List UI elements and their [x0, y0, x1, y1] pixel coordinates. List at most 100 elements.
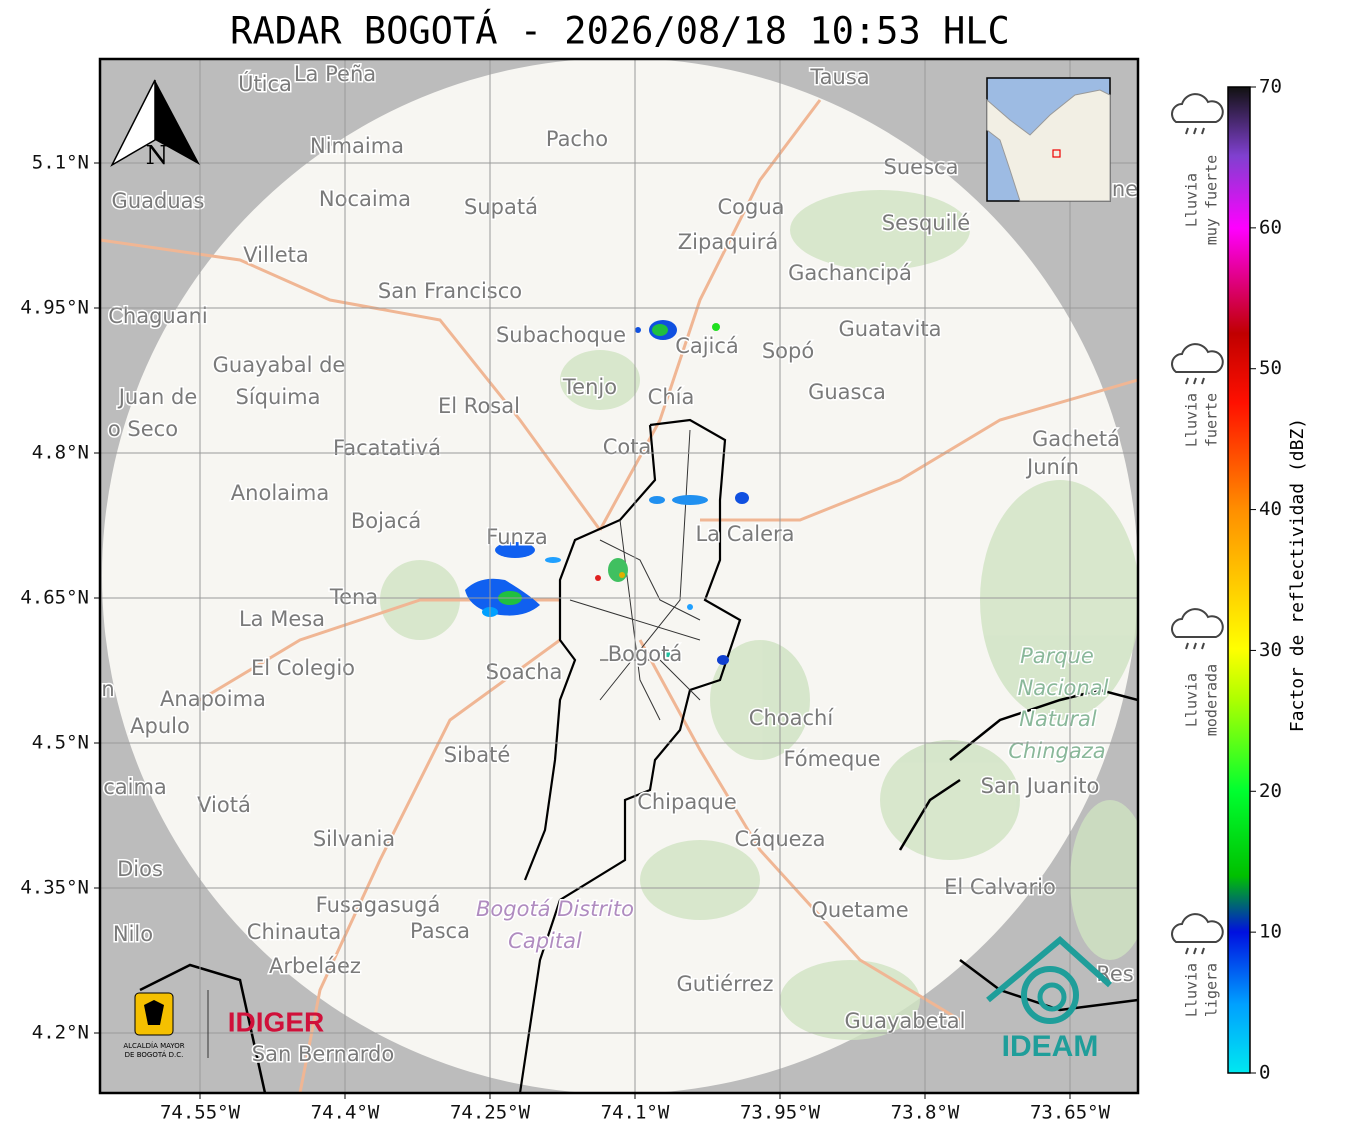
place-label: Funza [486, 525, 547, 549]
place-label: Viotá [197, 793, 251, 817]
logo-text: DE BOGOTÁ D.C. [125, 1050, 184, 1059]
place-label: Pacho [546, 127, 608, 151]
place-label: Cota [603, 435, 652, 459]
place-label: o Seco [108, 417, 178, 441]
place-label: Capital [508, 929, 582, 953]
y-tick-label: 4.95°N [20, 297, 89, 319]
place-label: San Bernardo [252, 1042, 394, 1066]
weather-icon [1171, 913, 1224, 943]
place-label: Útica [238, 71, 292, 96]
radar-echoes [465, 320, 749, 665]
place-label: Cogua [717, 195, 784, 219]
place-label: Guatavita [839, 317, 942, 341]
colorbar-tick-label: 70 [1259, 76, 1282, 98]
place-label: Fómeque [783, 747, 880, 771]
place-label: Anolaima [231, 481, 329, 505]
place-label: Tausa [809, 65, 869, 89]
place-label: Fusagasugá [316, 893, 441, 917]
place-label: ne [1112, 177, 1138, 201]
rain-label: moderada [1203, 664, 1221, 736]
place-label: Villeta [243, 243, 308, 267]
place-label: Parque [1020, 644, 1094, 668]
place-label: Guayabal de [213, 353, 346, 377]
rain-drops [1185, 947, 1205, 955]
place-label: Choachí [749, 706, 835, 730]
logo-text: ALCALDÍA MAYOR [123, 1041, 184, 1050]
x-tick-label: 73.65°W [1030, 1102, 1111, 1124]
weather-icon [1171, 343, 1224, 373]
y-tick-label: 4.2°N [32, 1022, 89, 1044]
colorbar-label: Factor de reflectividad (dBZ) [1287, 418, 1308, 732]
place-label: Supatá [464, 195, 538, 219]
place-label: Juan de [117, 385, 198, 409]
y-tick-label: 4.65°N [20, 587, 89, 609]
rain-category: Lluvia ligera [1171, 913, 1224, 1017]
rain-category: Lluvia muy fuerte [1171, 93, 1224, 245]
place-label: Gachancipá [788, 261, 912, 285]
place-label: Facatativá [333, 436, 441, 460]
place-label: Dios [117, 857, 163, 881]
rain-label: ligera [1203, 963, 1221, 1017]
place-label: Tenjo [562, 375, 617, 399]
x-tick-label: 74.55°W [160, 1102, 241, 1124]
place-label: Junín [1025, 455, 1079, 479]
place-label: San Francisco [378, 279, 522, 303]
place-labels: Útica La Peña Tausa Pacho Nimaima Guaduas Noca… [100, 61, 1138, 1068]
rain-label: Lluvia [1183, 393, 1201, 447]
y-tick-label: 4.5°N [32, 732, 89, 754]
rain-label: muy fuerte [1203, 155, 1221, 245]
place-label: n [101, 677, 114, 701]
title: RADAR BOGOTÁ - 2026/08/18 10:53 HLC [230, 9, 1010, 53]
place-label: Pasca [410, 919, 470, 943]
place-label: Sopó [762, 339, 814, 363]
place-label: Cajicá [675, 334, 739, 358]
place-label: La Mesa [239, 607, 325, 631]
inset-map [986, 77, 1111, 202]
place-label: Quetame [811, 898, 908, 922]
colorbar-tick-label: 60 [1259, 216, 1282, 238]
place-label: San Juanito [981, 774, 1100, 798]
place-label: Subachoque [496, 323, 626, 347]
place-label: Chinauta [247, 920, 341, 944]
place-label: caima [103, 775, 167, 799]
place-label: Nilo [113, 922, 153, 946]
place-label: Nocaima [319, 187, 411, 211]
colorbar-tick-label: 30 [1259, 639, 1282, 661]
place-label: Tena [329, 585, 378, 609]
place-label: El Rosal [438, 394, 520, 418]
rain-drops [1185, 642, 1205, 650]
y-tick-label: 5.1°N [32, 152, 89, 174]
place-label: Soacha [486, 660, 563, 684]
x-tick-label: 74.4°W [311, 1102, 380, 1124]
north-arrow: N [110, 79, 200, 171]
place-label: Chipaque [637, 790, 737, 814]
y-tick-label: 4.8°N [32, 442, 89, 464]
x-tick-label: 74.25°W [450, 1102, 531, 1124]
weather-icon [1171, 93, 1224, 123]
place-label: Natural [1019, 707, 1097, 731]
place-label: Bojacá [351, 509, 421, 533]
place-label: Sesquilé [882, 211, 970, 235]
map-frame [98, 57, 1140, 1095]
rain-label: Lluvia [1183, 963, 1201, 1017]
place-label: Bogotá Distrito [476, 897, 634, 921]
department-border [139, 688, 1138, 1093]
place-label: Gutiérrez [677, 972, 774, 996]
place-label: Nacional [1018, 676, 1109, 700]
colorbar-tick-label: 40 [1259, 498, 1282, 520]
rain-category: Lluvia moderada [1171, 608, 1224, 736]
rain-label: Lluvia [1183, 173, 1201, 227]
place-label: La Calera [695, 522, 794, 546]
y-tick-label: 4.35°N [20, 877, 89, 899]
place-label: Silvania [313, 827, 395, 851]
place-label: Síquima [236, 385, 321, 409]
rain-drops [1185, 127, 1205, 135]
place-label: Guasca [808, 380, 886, 404]
colorbar-tick-label: 0 [1259, 1062, 1270, 1084]
map-area: Útica La Peña Tausa Pacho Nimaima Guaduas Noca… [100, 59, 1138, 1093]
axes: 74.55°W 74.4°W 74.25°W 74.1°W 73.95°W 73.8°W 7… [20, 152, 1110, 1124]
place-label: Bogotá [608, 642, 683, 666]
place-label: Apulo [130, 714, 190, 738]
place-label: El Calvario [944, 875, 1056, 899]
